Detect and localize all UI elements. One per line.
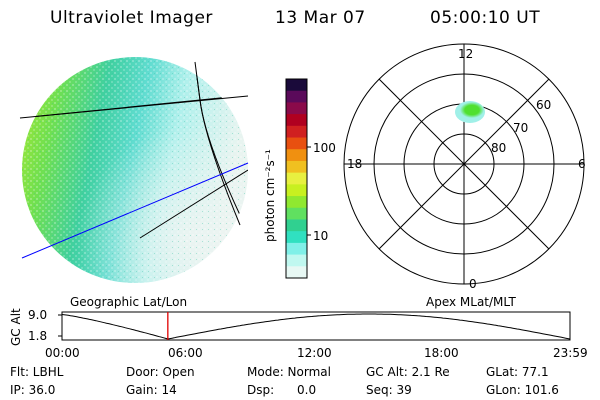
colorbar-label-100: 100: [313, 141, 336, 155]
time-label: 05:00:10 UT: [430, 8, 541, 28]
colorbar: [285, 78, 308, 279]
info-seq: Seq: 39: [366, 383, 412, 397]
altitude-ylabel: GC Alt: [9, 308, 23, 346]
colorbar-swatch: [286, 79, 307, 92]
colorbar-unit-label: photon cm⁻²s⁻¹: [263, 149, 277, 242]
mlat-label-60: 60: [536, 98, 552, 112]
colorbar-swatch: [286, 196, 307, 209]
time-tick-0600: 06:00: [168, 346, 203, 360]
colorbar-swatch: [286, 242, 307, 256]
apex-panel-label: Apex MLat/MLT: [426, 295, 516, 309]
altitude-plot-frame: [61, 311, 571, 341]
colorbar-swatch: [286, 207, 307, 220]
colorbar-swatch: [286, 160, 307, 174]
info-mode: Mode: Normal: [247, 365, 331, 379]
geographic-panel-label: Geographic Lat/Lon: [70, 295, 188, 309]
time-tick-0000: 00:00: [45, 346, 80, 360]
colorbar-swatch: [286, 90, 307, 103]
colorbar-swatch: [286, 266, 307, 279]
mlt-label-6: 6: [578, 157, 586, 171]
time-tick-2359: 23:59: [553, 346, 588, 360]
colorbar-swatch: [286, 254, 307, 267]
mlt-label-0: 0: [469, 277, 477, 291]
mlt-label-12: 12: [458, 47, 474, 61]
colorbar-label-10: 10: [313, 229, 329, 243]
info-glon: GLon: 101.6: [486, 383, 559, 397]
colorbar-swatch: [286, 149, 307, 162]
instrument-title: Ultraviolet Imager: [50, 8, 213, 28]
colorbar-swatch: [286, 172, 307, 185]
earth-image-disk: [22, 57, 248, 283]
colorbar-swatch: [286, 137, 307, 150]
colorbar-swatch: [286, 125, 307, 139]
polar-diagonal-2: [378, 78, 550, 250]
altitude-curve: [61, 313, 571, 340]
altitude-ytick-1: 1.8: [28, 329, 48, 343]
polar-plot: [343, 43, 585, 285]
info-ip: IP: 36.0: [10, 383, 56, 397]
altitude-ytick-9: 9.0: [28, 308, 48, 322]
terminator-line: [21, 162, 249, 259]
colorbar-frame: [285, 78, 308, 279]
time-tick-1200: 12:00: [297, 346, 332, 360]
time-tick-1800: 18:00: [424, 346, 459, 360]
info-door: Door: Open: [126, 365, 195, 379]
date-label: 13 Mar 07: [275, 8, 366, 28]
colorbar-swatch: [286, 184, 307, 197]
colorbar-swatch: [286, 219, 307, 232]
longitude-line: [194, 61, 241, 226]
mlat-label-70: 70: [513, 121, 529, 135]
info-gain: Gain: 14: [126, 383, 177, 397]
colorbar-swatch: [286, 231, 307, 244]
colorbar-swatch: [286, 102, 307, 115]
mlat-label-80: 80: [491, 141, 507, 155]
info-gc-alt: GC Alt: 2.1 Re: [366, 365, 450, 379]
info-dsp: Dsp: 0.0: [247, 383, 317, 397]
colorbar-swatch: [286, 114, 307, 127]
info-glat: GLat: 77.1: [486, 365, 549, 379]
aurora-blob: [455, 101, 485, 123]
info-filter: Flt: LBHL: [10, 365, 64, 379]
latitude-line: [19, 95, 249, 119]
mlt-label-18: 18: [347, 157, 363, 171]
